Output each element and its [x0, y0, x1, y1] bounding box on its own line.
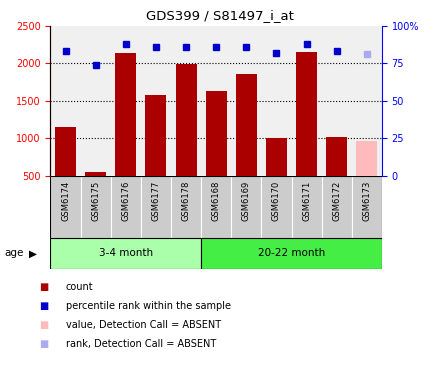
- Bar: [141, 176, 171, 238]
- Text: GSM6170: GSM6170: [272, 181, 280, 221]
- Bar: [291, 176, 321, 238]
- Bar: [171, 176, 201, 238]
- Text: GSM6178: GSM6178: [181, 181, 190, 221]
- Bar: [55, 127, 76, 176]
- Bar: [145, 95, 166, 176]
- Text: GSM6177: GSM6177: [151, 181, 160, 221]
- Bar: [325, 137, 346, 176]
- Bar: [81, 176, 110, 238]
- Bar: [351, 176, 381, 238]
- Text: age: age: [4, 249, 24, 258]
- Bar: [201, 176, 231, 238]
- Text: GSM6169: GSM6169: [241, 181, 250, 221]
- Text: GSM6168: GSM6168: [211, 181, 220, 221]
- Bar: [231, 176, 261, 238]
- Text: ■: ■: [39, 320, 49, 330]
- Text: GDS399 / S81497_i_at: GDS399 / S81497_i_at: [145, 9, 293, 22]
- Text: GSM6172: GSM6172: [332, 181, 340, 221]
- Text: value, Detection Call = ABSENT: value, Detection Call = ABSENT: [66, 320, 220, 330]
- Bar: [235, 74, 256, 176]
- Bar: [356, 141, 377, 176]
- Text: ■: ■: [39, 282, 49, 292]
- Bar: [201, 238, 381, 269]
- Text: ■: ■: [39, 339, 49, 350]
- Bar: [50, 176, 81, 238]
- Text: GSM6176: GSM6176: [121, 181, 130, 221]
- Text: GSM6173: GSM6173: [361, 181, 371, 221]
- Text: GSM6175: GSM6175: [91, 181, 100, 221]
- Bar: [175, 64, 196, 176]
- Bar: [261, 176, 291, 238]
- Bar: [110, 176, 141, 238]
- Text: GSM6171: GSM6171: [301, 181, 311, 221]
- Text: 3-4 month: 3-4 month: [99, 249, 152, 258]
- Text: count: count: [66, 282, 93, 292]
- Bar: [265, 138, 286, 176]
- Text: ▶: ▶: [29, 249, 37, 258]
- Bar: [50, 238, 201, 269]
- Text: ■: ■: [39, 301, 49, 311]
- Bar: [85, 172, 106, 176]
- Text: 20-22 month: 20-22 month: [257, 249, 325, 258]
- Bar: [115, 53, 136, 176]
- Bar: [205, 91, 226, 176]
- Text: percentile rank within the sample: percentile rank within the sample: [66, 301, 230, 311]
- Bar: [321, 176, 351, 238]
- Text: GSM6174: GSM6174: [61, 181, 70, 221]
- Text: rank, Detection Call = ABSENT: rank, Detection Call = ABSENT: [66, 339, 215, 350]
- Bar: [295, 52, 316, 176]
